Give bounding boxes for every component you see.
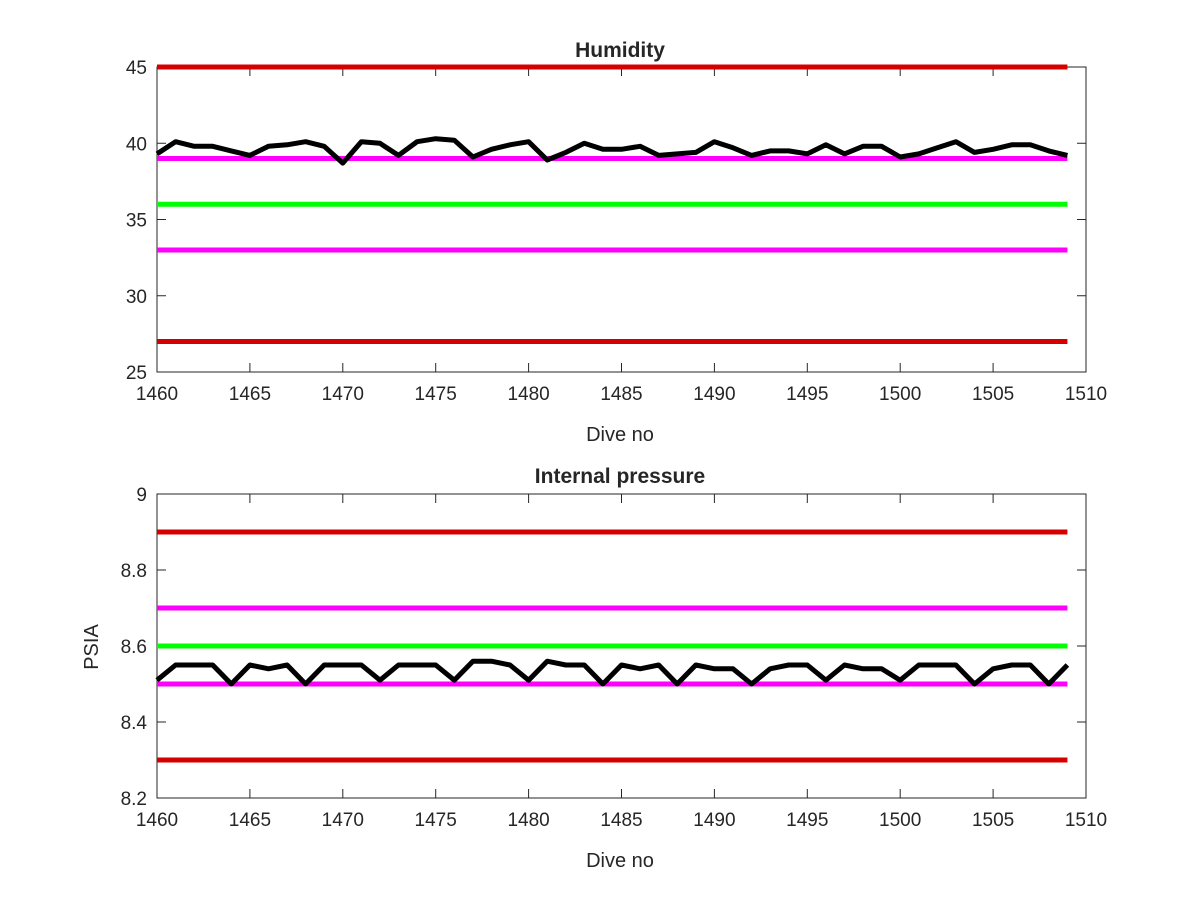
x-axis-label: Dive no [586, 424, 654, 446]
axes-box [156, 66, 1087, 373]
x-tick-label: 1505 [972, 384, 1014, 405]
x-tick-label: 1510 [1065, 810, 1107, 831]
x-tick-label: 1460 [136, 384, 178, 405]
x-tick-label: 1465 [229, 810, 271, 831]
y-tick-label: 9 [136, 485, 147, 506]
chart-title: Humidity [575, 39, 665, 62]
x-tick-label: 1480 [507, 810, 549, 831]
x-axis-label: Dive no [586, 850, 654, 872]
internal-pressure-panel: Internal pressure Dive no PSIA 1460 1465 1… [81, 465, 1107, 872]
x-tick-label: 1500 [879, 810, 921, 831]
x-tick-label: 1465 [229, 384, 271, 405]
y-tick-label: 40 [126, 134, 147, 155]
y-tick-label: 30 [126, 287, 147, 308]
y-axis-label: PSIA [81, 624, 103, 670]
x-tick-label: 1470 [322, 384, 364, 405]
x-tick-label: 1495 [786, 810, 828, 831]
x-tick-label: 1480 [507, 384, 549, 405]
data-series-line [155, 658, 1070, 687]
x-tick-label: 1505 [972, 810, 1014, 831]
x-tick-label: 1490 [693, 384, 735, 405]
y-tick-label: 8.2 [121, 789, 147, 810]
y-tick-label: 8.6 [121, 637, 147, 658]
x-tick-label: 1495 [786, 384, 828, 405]
y-tick-label: 8.8 [121, 561, 147, 582]
y-tick-label: 35 [126, 211, 147, 232]
x-tick-label: 1460 [136, 810, 178, 831]
y-tick-label: 8.4 [121, 713, 148, 734]
x-tick-label: 1475 [415, 384, 457, 405]
x-tick-label: 1485 [600, 384, 642, 405]
x-tick-label: 1485 [600, 810, 642, 831]
y-tick-label: 45 [126, 58, 147, 79]
x-tick-label: 1500 [879, 384, 921, 405]
data-series-line [155, 136, 1068, 166]
x-tick-label: 1470 [322, 810, 364, 831]
y-tick-label: 25 [126, 363, 147, 384]
x-tick-label: 1475 [415, 810, 457, 831]
chart-title: Internal pressure [535, 465, 705, 488]
humidity-panel: Humidity Dive no 1460 1465 1470 1475 1480 148… [126, 39, 1107, 446]
x-tick-label: 1490 [693, 810, 735, 831]
x-tick-label: 1510 [1065, 384, 1107, 405]
